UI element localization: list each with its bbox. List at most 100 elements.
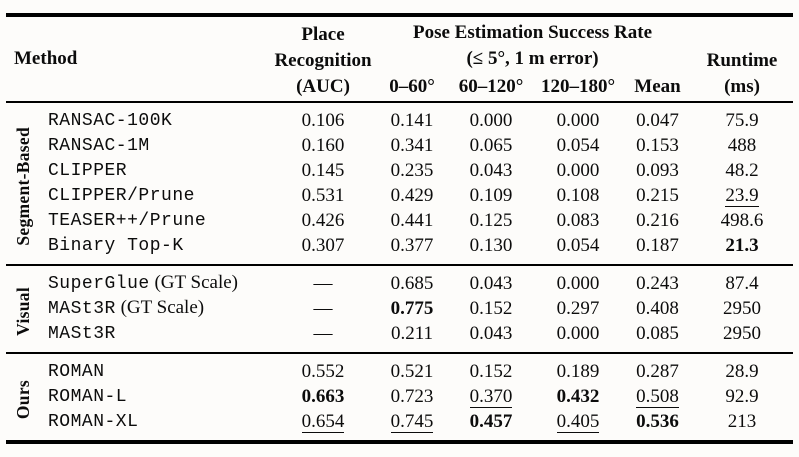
cell-value: 0.432	[556, 386, 600, 407]
value-cell: 0.043	[450, 158, 532, 183]
value-cell: 0.043	[450, 265, 532, 296]
cell-value: 0.125	[469, 210, 513, 231]
value-cell: 0.531	[272, 183, 374, 208]
value-cell: 48.2	[691, 158, 793, 183]
cell-value: 0.109	[469, 185, 513, 206]
value-cell: 92.9	[691, 384, 793, 409]
cell-value: 0.085	[636, 323, 679, 344]
value-cell: 0.153	[624, 133, 691, 158]
cell-value: 0.426	[301, 210, 345, 231]
table-row: ROMAN-XL 0.654 0.745 0.457 0.405 0.536 213	[6, 409, 793, 442]
value-cell: 0.508	[624, 384, 691, 409]
column-header-method: Method	[6, 15, 272, 102]
value-cell: 87.4	[691, 265, 793, 296]
value-cell: 0.297	[532, 296, 624, 321]
pose-group-line1: Pose Estimation Success Rate	[412, 22, 653, 43]
cell-value: 0.130	[469, 235, 513, 256]
column-header-place-recognition: Place Recognition (AUC)	[272, 15, 374, 102]
method-name: Binary Top-K	[48, 236, 184, 256]
cell-value: 0.536	[636, 411, 679, 432]
column-header-mean: Mean	[634, 76, 681, 97]
cell-value: 0.043	[469, 273, 513, 294]
column-header-runtime: Runtime (ms)	[691, 15, 793, 102]
method-cell: RANSAC-100K	[40, 102, 272, 133]
place-recognition-line2: Recognition	[274, 50, 372, 71]
pose-group-line2: (≤ 5°, 1 m error)	[466, 48, 599, 69]
value-cell: 28.9	[691, 353, 793, 384]
cell-value: 0.000	[556, 160, 600, 181]
table-header: Method Place Recognition (AUC) Pose Esti…	[6, 15, 794, 102]
row-group-visual: Visual SuperGlue (GT Scale) — 0.685 0.043 0.0…	[6, 265, 794, 353]
value-cell: 0.083	[532, 208, 624, 233]
table-row: RANSAC-1M 0.160 0.341 0.065 0.054 0.153 488	[6, 133, 793, 158]
value-cell: 0.243	[624, 265, 691, 296]
row-group-ours: Ours ROMAN 0.552 0.521 0.152 0.189 0.287 28.9 RO…	[6, 353, 794, 442]
cell-value: 0.531	[301, 185, 345, 206]
row-group-label: Ours	[12, 379, 33, 420]
cell-value: —	[313, 273, 333, 294]
table-row: CLIPPER/Prune 0.531 0.429 0.109 0.108 0.215 23…	[6, 183, 793, 208]
cell-value: 0.377	[390, 235, 434, 256]
value-cell: 213	[691, 409, 793, 442]
method-name: ROMAN-XL	[48, 412, 139, 432]
cell-value: 498.6	[720, 210, 764, 231]
value-cell: 488	[691, 133, 793, 158]
value-cell: 0.457	[450, 409, 532, 442]
value-cell: 0.145	[272, 158, 374, 183]
cell-value: 0.408	[636, 298, 679, 319]
header-row-sub: 0–60° 60–120° 120–180° Mean	[6, 72, 793, 102]
value-cell: 0.106	[272, 102, 374, 133]
cell-value: 0.106	[301, 110, 345, 131]
cell-value: 0.047	[636, 110, 679, 131]
value-cell: 0.552	[272, 353, 374, 384]
value-cell: 0.408	[624, 296, 691, 321]
value-cell: 0.215	[624, 183, 691, 208]
value-cell: 0.307	[272, 233, 374, 265]
value-cell: —	[272, 296, 374, 321]
table-row: ROMAN-L 0.663 0.723 0.370 0.432 0.508 92.9	[6, 384, 793, 409]
cell-value: 21.3	[725, 235, 759, 256]
row-group-label-cell: Visual	[6, 265, 40, 353]
method-cell: CLIPPER	[40, 158, 272, 183]
method-cell: RANSAC-1M	[40, 133, 272, 158]
cell-value: 2950	[723, 323, 762, 344]
place-recognition-line1: Place	[301, 24, 345, 45]
value-cell: 0.054	[532, 133, 624, 158]
value-cell: 0.141	[374, 102, 450, 133]
value-cell: 0.216	[624, 208, 691, 233]
cell-value: 0.297	[556, 298, 600, 319]
cell-value: 0.663	[301, 386, 345, 407]
cell-value: 87.4	[725, 273, 759, 294]
cell-value: 0.307	[301, 235, 345, 256]
method-suffix: (GT Scale)	[149, 272, 239, 293]
cell-value: 0.054	[556, 135, 600, 156]
method-name: MASt3R	[48, 324, 116, 344]
row-group-segment-based: Segment-Based RANSAC-100K 0.106 0.141 0.000 0…	[6, 102, 793, 265]
value-cell: 0.405	[532, 409, 624, 442]
cell-value: 0.508	[636, 386, 679, 408]
column-group-header-pose-estimation: Pose Estimation Success Rate (≤ 5°, 1 m …	[374, 15, 691, 72]
value-cell: 0.211	[374, 321, 450, 353]
value-cell: 0.663	[272, 384, 374, 409]
cell-value: 0.152	[469, 298, 513, 319]
value-cell: —	[272, 265, 374, 296]
row-group-label-cell: Ours	[6, 353, 40, 442]
cell-value: 0.160	[301, 135, 345, 156]
cell-value: 0.405	[556, 411, 600, 433]
value-cell: 75.9	[691, 102, 793, 133]
runtime-line2: (ms)	[724, 76, 760, 97]
value-cell: 0.065	[450, 133, 532, 158]
method-cell: ROMAN	[40, 353, 272, 384]
value-cell: 0.521	[374, 353, 450, 384]
value-cell: 0.047	[624, 102, 691, 133]
method-name: RANSAC-100K	[48, 111, 173, 131]
cell-value: 0.043	[469, 160, 513, 181]
cell-value: 0.654	[301, 411, 345, 433]
value-cell: 0.654	[272, 409, 374, 442]
cell-value: 0.000	[469, 110, 513, 131]
cell-value: 0.441	[390, 210, 434, 231]
header-row-top: Method Place Recognition (AUC) Pose Esti…	[6, 15, 793, 97]
method-name: MASt3R	[48, 299, 116, 319]
value-cell: 0.085	[624, 321, 691, 353]
value-cell: —	[272, 321, 374, 353]
